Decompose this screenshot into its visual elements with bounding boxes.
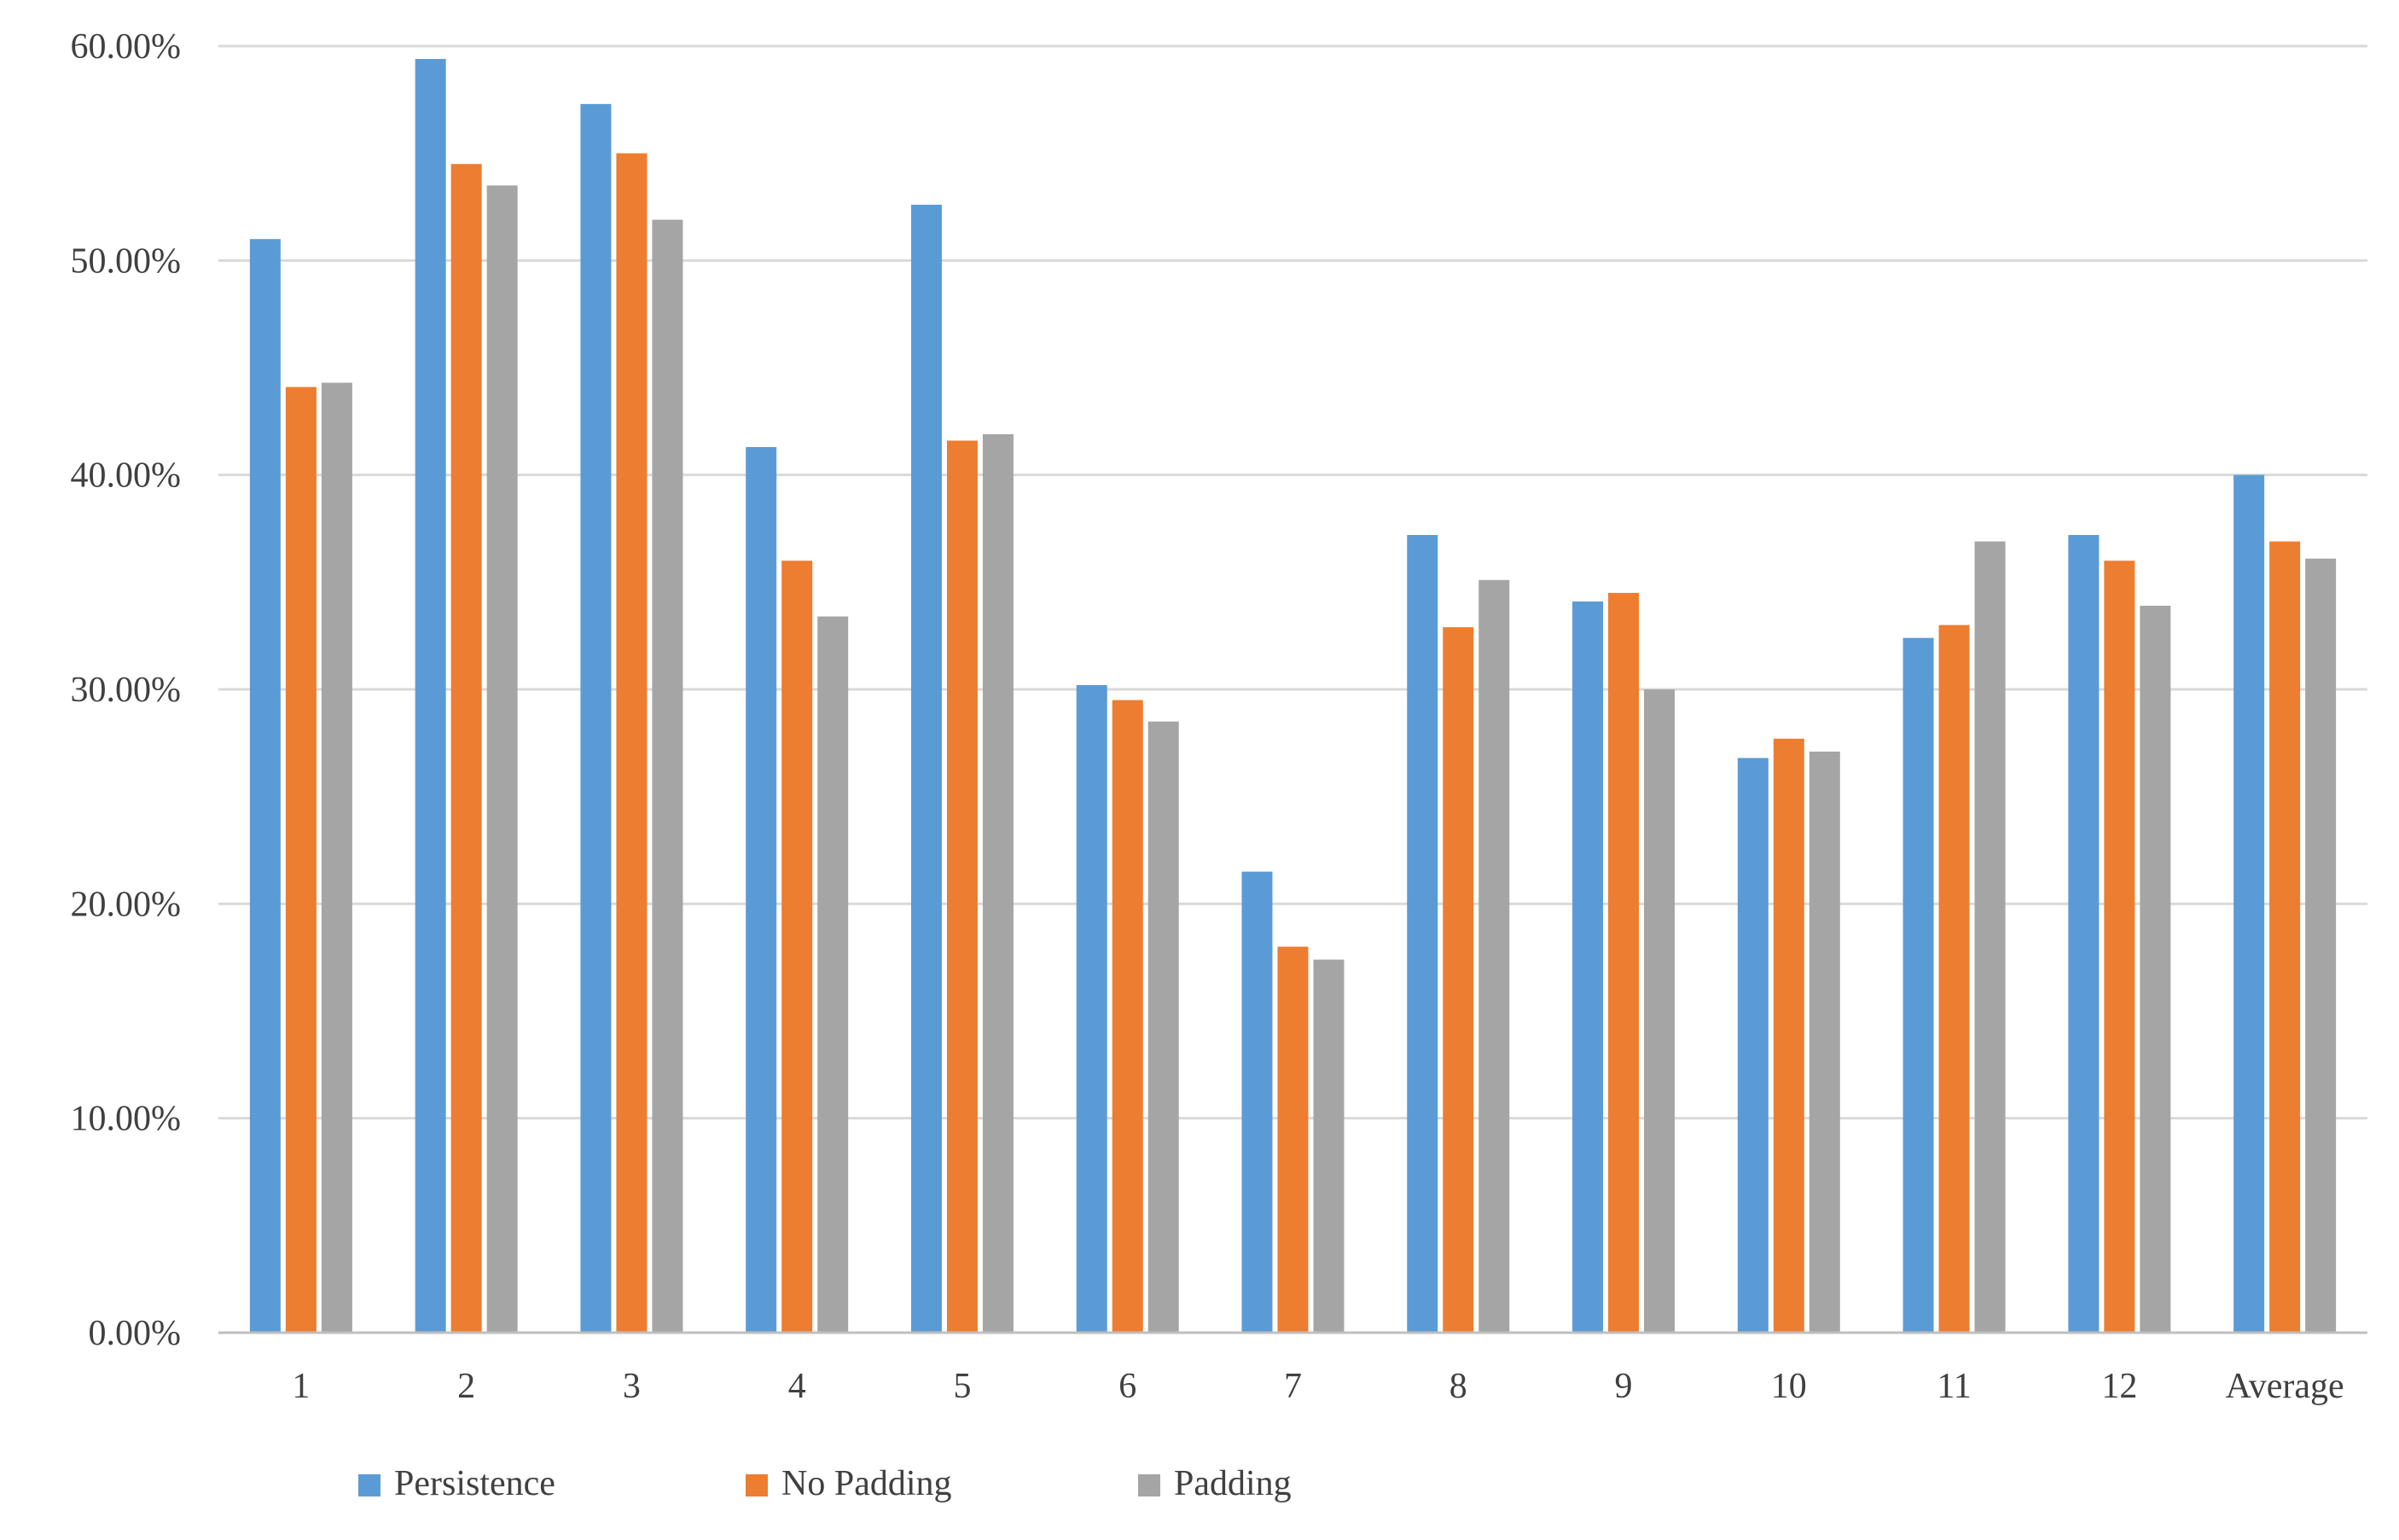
x-tick-label: 1	[292, 1367, 310, 1406]
bar-no-padding-5	[946, 440, 978, 1333]
bar-no-padding-9	[1608, 592, 1640, 1333]
bar-no-padding-6	[1112, 700, 1143, 1333]
x-tick-label: 3	[623, 1367, 641, 1406]
bar-no-padding-1	[285, 386, 317, 1333]
x-tick-label: 6	[1118, 1367, 1136, 1406]
bar-padding-12	[2140, 605, 2171, 1333]
bar-persistence-6	[1076, 684, 1107, 1333]
bar-no-padding-4	[781, 561, 813, 1333]
bar-persistence-2	[415, 59, 446, 1334]
bar-persistence-5	[910, 204, 942, 1333]
bar-padding-average	[2305, 558, 2337, 1333]
legend: Persistence No Padding Padding	[358, 1464, 1292, 1503]
bar-no-padding-10	[1773, 738, 1804, 1333]
bar-persistence-3	[580, 103, 612, 1334]
y-tick-label: 50.00%	[71, 241, 182, 281]
bar-persistence-10	[1737, 758, 1769, 1333]
bar-no-padding-11	[1938, 625, 1970, 1333]
x-tick-label: 9	[1615, 1367, 1633, 1406]
bar-padding-8	[1478, 579, 1510, 1333]
x-tick-label: 11	[1937, 1367, 1971, 1406]
bar-persistence-11	[1902, 637, 1934, 1333]
x-tick-label: Average	[2226, 1367, 2344, 1406]
y-tick-label: 60.00%	[71, 27, 182, 67]
gridlines	[218, 44, 2367, 1120]
bar-padding-11	[1974, 541, 2006, 1333]
y-tick-label: 20.00%	[71, 885, 182, 924]
bar-padding-10	[1809, 751, 1840, 1333]
x-tick-label: 10	[1771, 1367, 1807, 1406]
x-tick-label: 4	[788, 1367, 806, 1406]
y-axis: 0.00% 10.00% 20.00% 30.00% 40.00% 50.00% 60.00…	[71, 27, 182, 1353]
legend-swatch-padding	[1138, 1474, 1160, 1496]
bars	[249, 59, 2337, 1334]
bar-persistence-average	[2233, 474, 2265, 1333]
bar-padding-3	[652, 219, 683, 1334]
bar-no-padding-8	[1443, 627, 1474, 1333]
bar-padding-9	[1644, 689, 1676, 1333]
bar-persistence-8	[1407, 535, 1438, 1333]
bar-no-padding-2	[450, 164, 482, 1333]
x-tick-label: 12	[2101, 1367, 2137, 1406]
bar-no-padding-3	[616, 153, 648, 1334]
y-tick-label: 40.00%	[71, 456, 182, 496]
bar-padding-7	[1313, 959, 1345, 1333]
y-tick-label: 10.00%	[71, 1100, 182, 1139]
legend-label: Persistence	[394, 1464, 555, 1503]
bar-persistence-1	[249, 239, 281, 1334]
bar-padding-2	[486, 185, 518, 1333]
bar-persistence-12	[2068, 535, 2100, 1333]
bar-persistence-9	[1572, 601, 1604, 1333]
bar-no-padding-7	[1277, 946, 1309, 1333]
bar-no-padding-12	[2104, 561, 2135, 1333]
bar-persistence-7	[1241, 871, 1273, 1333]
bar-persistence-4	[746, 446, 777, 1333]
x-tick-labels: 1 2 3 4 5 6 7 8 9 10 11 12 Average	[292, 1367, 2344, 1406]
bar-padding-6	[1147, 721, 1179, 1333]
legend-label: Padding	[1174, 1464, 1292, 1503]
legend-swatch-persistence	[358, 1474, 380, 1496]
x-tick-label: 2	[457, 1367, 475, 1406]
x-tick-label: 7	[1284, 1367, 1302, 1406]
y-tick-label: 30.00%	[71, 671, 182, 710]
bar-padding-4	[817, 616, 849, 1333]
x-tick-label: 5	[953, 1367, 971, 1406]
x-tick-label: 8	[1449, 1367, 1467, 1406]
bar-padding-5	[982, 433, 1014, 1333]
y-tick-label: 0.00%	[89, 1314, 182, 1353]
legend-label: No Padding	[781, 1464, 952, 1503]
bar-no-padding-average	[2269, 541, 2301, 1333]
bar-padding-1	[321, 382, 352, 1334]
legend-swatch-no-padding	[746, 1474, 768, 1496]
